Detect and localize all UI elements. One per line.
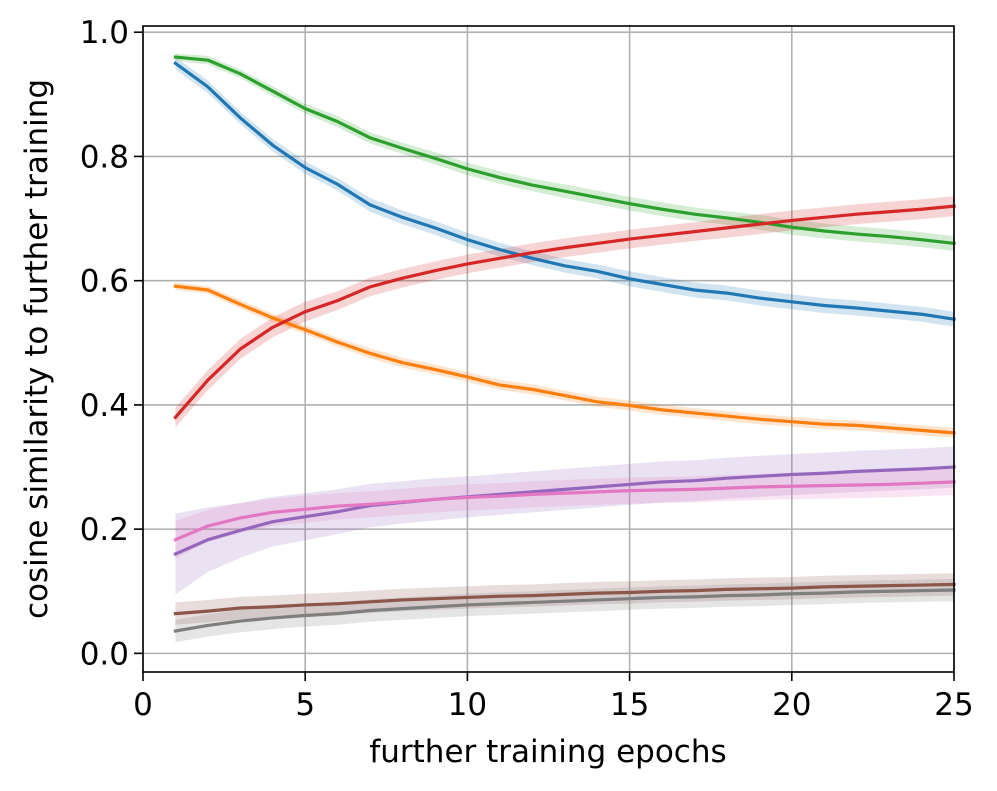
x-tick-label: 15	[610, 687, 649, 723]
series-1-line	[173, 61, 956, 322]
series-5-band	[175, 446, 954, 595]
series-3-line	[173, 55, 956, 246]
x-tick-label: 5	[295, 687, 315, 723]
series-5-line	[173, 465, 956, 557]
x-axis: 0 5 10 15 20 25	[133, 672, 974, 723]
x-tick-label: 10	[448, 687, 487, 723]
y-axis: 0.0 0.2 0.4 0.6 0.8 1.0	[80, 15, 143, 672]
y-axis-label: cosine similarity to further training	[19, 79, 55, 619]
series-lines	[173, 55, 956, 633]
y-tick-label: 0.6	[80, 264, 129, 300]
y-tick-label: 0.2	[80, 512, 129, 548]
series-3-band	[175, 53, 954, 251]
series-6-band	[175, 468, 954, 559]
series-4-band	[175, 196, 954, 428]
y-tick-label: 0.4	[80, 388, 129, 424]
y-tick-label: 0.8	[80, 139, 129, 175]
plot-background	[143, 26, 954, 672]
series-7-line	[173, 582, 956, 616]
series-4-line	[173, 204, 956, 420]
x-tick-label: 20	[772, 687, 811, 723]
x-tick-label: 25	[934, 687, 973, 723]
y-tick-label: 1.0	[80, 15, 129, 51]
series-8-line	[173, 588, 956, 633]
x-axis-label: further training epochs	[369, 734, 726, 770]
series-2-line	[173, 284, 956, 435]
x-tick-label: 0	[133, 687, 153, 723]
plot-frame	[142, 25, 955, 673]
y-tick-label: 0.0	[80, 636, 129, 672]
series-6-line	[173, 480, 956, 542]
series-2-band	[175, 282, 954, 438]
